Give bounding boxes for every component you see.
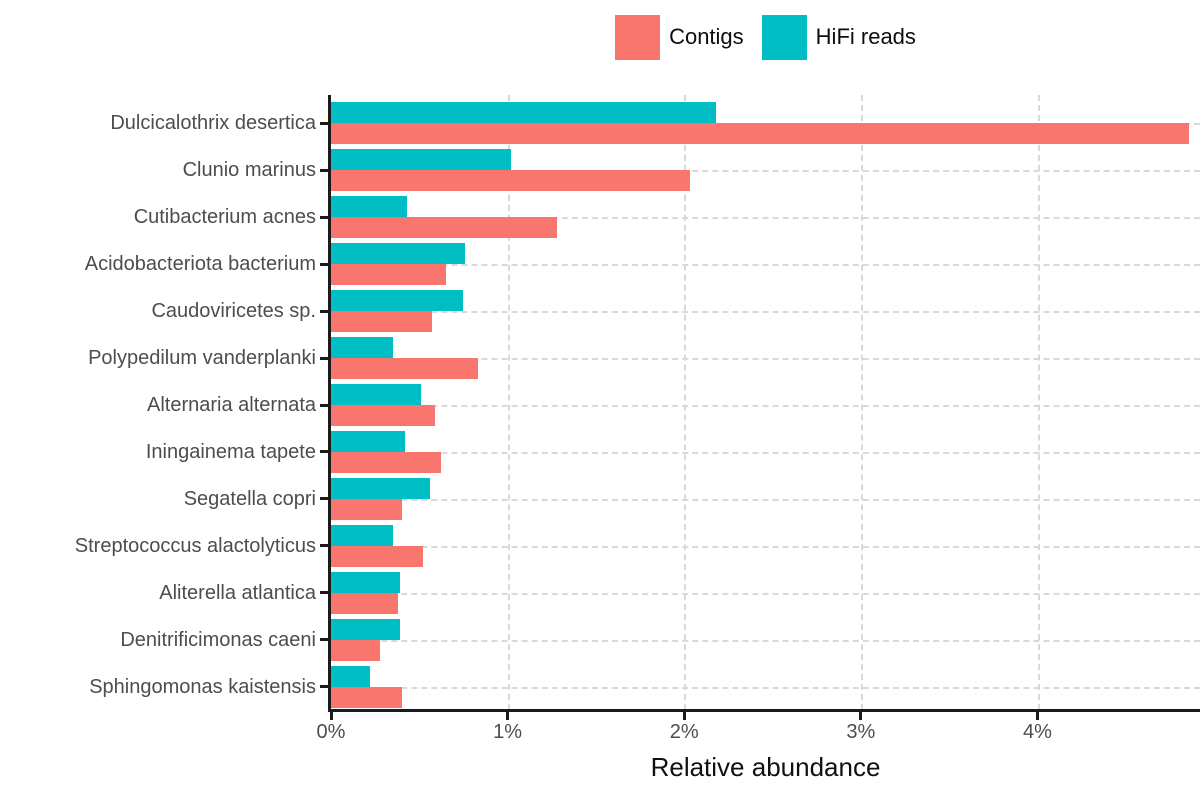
x-tick-mark-1pct [506, 712, 510, 720]
y-tick-mark [320, 638, 328, 642]
category-label-streptococcus-alactolyticus: Streptococcus alactolyticus [74, 534, 316, 557]
horizontal-gridline [331, 498, 1200, 501]
bar-contigs-dulcicalothrix-desertica [331, 123, 1190, 145]
category-label-aliterella-atlantica: Aliterella atlantica [159, 581, 316, 604]
horizontal-gridline [331, 451, 1200, 454]
x-tick-mark-4pct [1036, 712, 1039, 720]
x-tick-label-3pct: 3% [846, 721, 876, 743]
y-tick-mark [320, 403, 328, 407]
category-label-iningainema-tapete: Iningainema tapete [145, 440, 316, 463]
x-tick-label-4pct: 4% [1023, 721, 1052, 743]
x-tick-mark-2pct [682, 712, 686, 720]
horizontal-gridline [331, 686, 1200, 689]
bar-contigs-caudoviricetes-sp [331, 311, 432, 333]
horizontal-gridline [331, 405, 1200, 407]
category-label-alternaria-alternata: Alternaria alternata [147, 394, 316, 416]
horizontal-gridline [331, 264, 1200, 267]
category-labels: Dulcicalothrix desertica Clunio marinus Cu… [0, 95, 316, 710]
bar-hifi-reads-iningainema-tapete [331, 430, 406, 452]
legend-item-hifi-reads: HiFi reads [761, 14, 916, 60]
bar-hifi-reads-alternaria-alternata [331, 384, 422, 405]
horizontal-gridline [331, 358, 1200, 361]
horizontal-gridline [331, 592, 1200, 595]
bar-hifi-reads-sphingomonas-kaistensis [331, 665, 370, 687]
category-label-segatella-copri: Segatella copri [183, 487, 316, 510]
y-tick-mark [320, 215, 328, 219]
bar-contigs-aliterella-atlantica [331, 592, 399, 614]
bar-hifi-reads-aliterella-atlantica [331, 571, 400, 593]
category-label-clunio-marinus: Clunio marinus [182, 159, 316, 182]
horizontal-gridline [331, 170, 1200, 173]
category-label-cutibacterium-acnes: Cutibacterium acnes [133, 206, 316, 229]
y-tick-mark [320, 450, 328, 454]
legend-label-hifi-reads: HiFi reads [815, 24, 916, 49]
y-tick-mark [320, 497, 328, 501]
y-tick-mark [320, 121, 328, 125]
bar-hifi-reads-dulcicalothrix-desertica [331, 102, 717, 124]
horizontal-gridline [331, 217, 1200, 220]
bar-contigs-acidobacteriota-bacterium [331, 264, 446, 286]
horizontal-gridline [331, 545, 1200, 548]
vertical-gridline-3pct [860, 95, 863, 710]
y-tick-mark [320, 262, 328, 266]
bar-contigs-iningainema-tapete [331, 451, 441, 473]
x-axis-title: Relative abundance [650, 752, 881, 782]
x-tick-label-1pct: 1% [493, 721, 523, 743]
category-label-sphingomonas-kaistensis: Sphingomonas kaistensis [89, 675, 316, 698]
bar-contigs-polypedilum-vanderplanki [331, 358, 478, 380]
x-tick-mark-0pct [329, 712, 333, 720]
x-tick-mark-3pct [859, 712, 863, 720]
plot-panel [331, 95, 1200, 710]
bar-contigs-cutibacterium-acnes [331, 217, 558, 239]
bar-hifi-reads-caudoviricetes-sp [331, 290, 464, 312]
bar-hifi-reads-segatella-copri [331, 477, 430, 499]
bar-hifi-reads-cutibacterium-acnes [331, 196, 407, 218]
horizontal-gridline [331, 639, 1200, 642]
vertical-gridline-4pct [1037, 95, 1040, 710]
x-tick-label-2pct: 2% [669, 721, 699, 743]
category-label-acidobacteriota-bacterium: Acidobacteriota bacterium [84, 253, 316, 276]
bar-hifi-reads-streptococcus-alactolyticus [331, 524, 393, 546]
category-label-dulcicalothrix-desertica: Dulcicalothrix desertica [110, 112, 316, 135]
bar-hifi-reads-acidobacteriota-bacterium [331, 243, 466, 265]
x-axis-line [328, 709, 1200, 712]
bar-contigs-denitrificimonas-caeni [331, 639, 381, 661]
bar-contigs-clunio-marinus [331, 170, 690, 192]
y-tick-mark [320, 309, 328, 313]
legend: Contigs HiFi reads [331, 12, 1200, 62]
hifi-reads-color-swatch [761, 14, 807, 60]
bar-hifi-reads-polypedilum-vanderplanki [331, 337, 393, 359]
bar-contigs-alternaria-alternata [331, 405, 436, 426]
x-tick-label-0pct: 0% [316, 721, 346, 743]
y-axis-line [328, 95, 331, 712]
y-tick-mark [320, 168, 328, 172]
vertical-gridline-1pct [507, 95, 510, 710]
category-label-denitrificimonas-caeni: Denitrificimonas caeni [120, 628, 316, 651]
y-tick-mark [320, 356, 328, 360]
bar-hifi-reads-denitrificimonas-caeni [331, 618, 400, 640]
vertical-gridline-2pct [684, 95, 687, 710]
category-label-caudoviricetes-sp: Caudoviricetes sp. [151, 300, 316, 323]
bar-contigs-sphingomonas-kaistensis [331, 686, 402, 708]
bar-hifi-reads-clunio-marinus [331, 149, 512, 171]
contigs-color-swatch [615, 14, 661, 60]
bar-contigs-segatella-copri [331, 498, 402, 520]
category-label-polypedilum-vanderplanki: Polypedilum vanderplanki [88, 347, 316, 370]
legend-item-contigs: Contigs [615, 14, 744, 60]
horizontal-gridline [331, 311, 1200, 314]
legend-label-contigs: Contigs [669, 24, 744, 49]
y-tick-mark [320, 591, 328, 595]
bar-contigs-streptococcus-alactolyticus [331, 545, 423, 567]
y-tick-mark [320, 544, 328, 548]
y-tick-mark [320, 685, 328, 689]
